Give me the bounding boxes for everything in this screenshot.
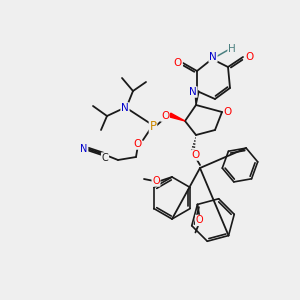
Text: N: N — [209, 52, 217, 62]
Text: P: P — [149, 119, 157, 133]
Text: O: O — [152, 176, 160, 186]
Text: O: O — [224, 107, 232, 117]
Polygon shape — [169, 113, 185, 121]
Text: O: O — [196, 215, 203, 225]
Text: H: H — [228, 44, 236, 54]
Text: O: O — [161, 111, 169, 121]
Text: C: C — [102, 153, 108, 163]
Text: N: N — [189, 87, 197, 97]
Text: N: N — [80, 144, 88, 154]
Text: O: O — [192, 150, 200, 160]
Text: O: O — [133, 139, 141, 149]
Text: N: N — [121, 103, 129, 113]
Text: O: O — [245, 52, 253, 62]
Text: O: O — [174, 58, 182, 68]
Polygon shape — [195, 91, 199, 105]
